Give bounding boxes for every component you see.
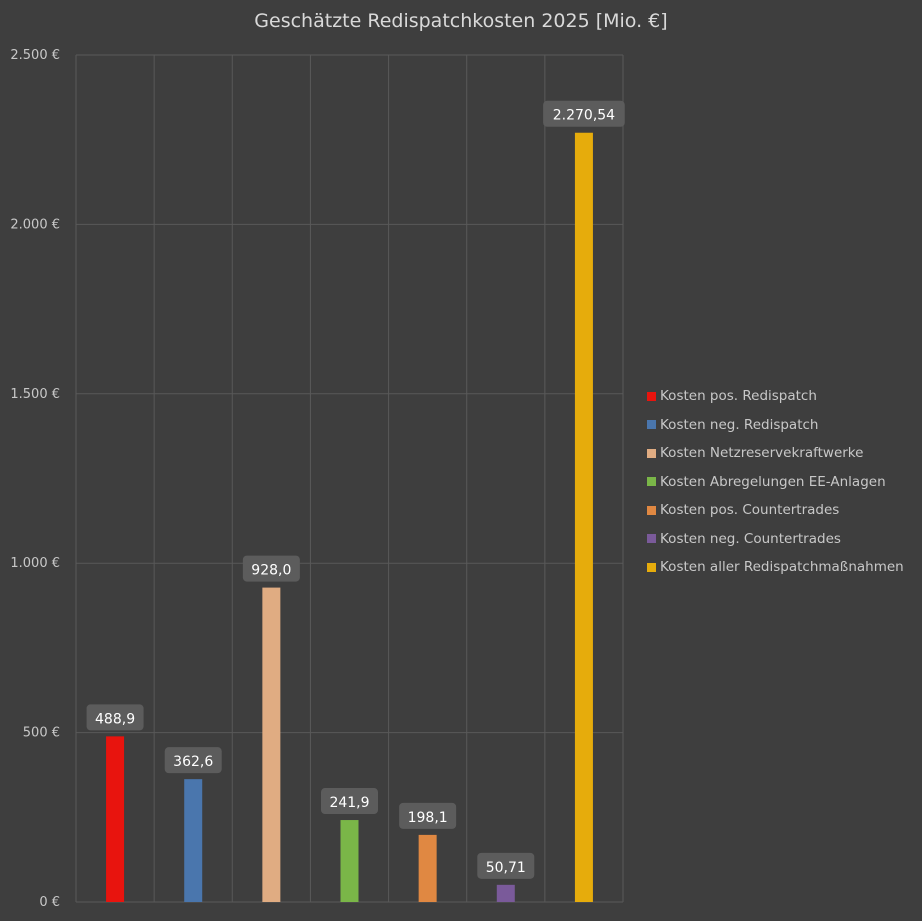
legend-swatch [647, 391, 656, 401]
data-label-box [399, 802, 457, 829]
y-tick-label: 2.000 € [10, 217, 60, 232]
legend-label: Kosten Abregelungen EE-Anlagen [660, 473, 886, 490]
legend-label: Kosten pos. Redispatch [660, 388, 817, 405]
legend-item: Kosten neg. Countertrades [647, 525, 904, 554]
bar [496, 884, 515, 902]
y-tick-label: 2.500 € [10, 48, 60, 63]
data-label: 50,71 [486, 860, 526, 876]
legend-swatch [647, 562, 656, 572]
legend-swatch [647, 420, 656, 430]
data-label-box [477, 852, 535, 879]
data-label: 2.270,54 [553, 108, 615, 124]
y-tick-label: 1.500 € [10, 387, 60, 402]
y-tick-label: 1.000 € [10, 556, 60, 571]
legend-label: Kosten aller Redispatchmaßnahmen [660, 559, 904, 576]
legend: Kosten pos. Redispatch Kosten neg. Redisp… [647, 382, 904, 582]
data-label: 362,6 [173, 754, 213, 770]
legend-label: Kosten neg. Redispatch [660, 416, 819, 433]
bar [184, 779, 203, 902]
data-label-box [86, 704, 144, 731]
data-label-box [321, 788, 378, 815]
data-label: 198,1 [408, 810, 448, 826]
bar [418, 834, 437, 902]
legend-label: Kosten neg. Countertrades [660, 530, 841, 547]
y-tick-label: 500 € [23, 726, 60, 741]
chart-title: Geschätzte Redispatchkosten 2025 [Mio. €… [254, 10, 668, 32]
legend-item: Kosten Abregelungen EE-Anlagen [647, 468, 904, 497]
data-label-box [242, 555, 300, 582]
bar [574, 132, 593, 903]
y-tick-label: 0 € [39, 895, 60, 910]
data-label-box [164, 747, 222, 774]
legend-swatch [647, 448, 656, 458]
data-label-box [543, 100, 625, 127]
bar [262, 587, 281, 902]
legend-item: Kosten pos. Redispatch [647, 382, 904, 411]
legend-swatch [647, 505, 656, 515]
legend-label: Kosten pos. Countertrades [660, 502, 840, 519]
legend-label: Kosten Netzreservekraftwerke [660, 445, 864, 462]
data-label: 488,9 [95, 711, 135, 727]
legend-swatch [647, 477, 656, 487]
legend-item: Kosten pos. Countertrades [647, 496, 904, 525]
legend-swatch [647, 534, 656, 544]
legend-item: Kosten aller Redispatchmaßnahmen [647, 553, 904, 582]
data-label: 928,0 [251, 563, 291, 579]
data-label: 241,9 [329, 795, 369, 811]
bar [340, 820, 359, 902]
bar [106, 736, 125, 902]
legend-item: Kosten neg. Redispatch [647, 411, 904, 440]
legend-item: Kosten Netzreservekraftwerke [647, 439, 904, 468]
